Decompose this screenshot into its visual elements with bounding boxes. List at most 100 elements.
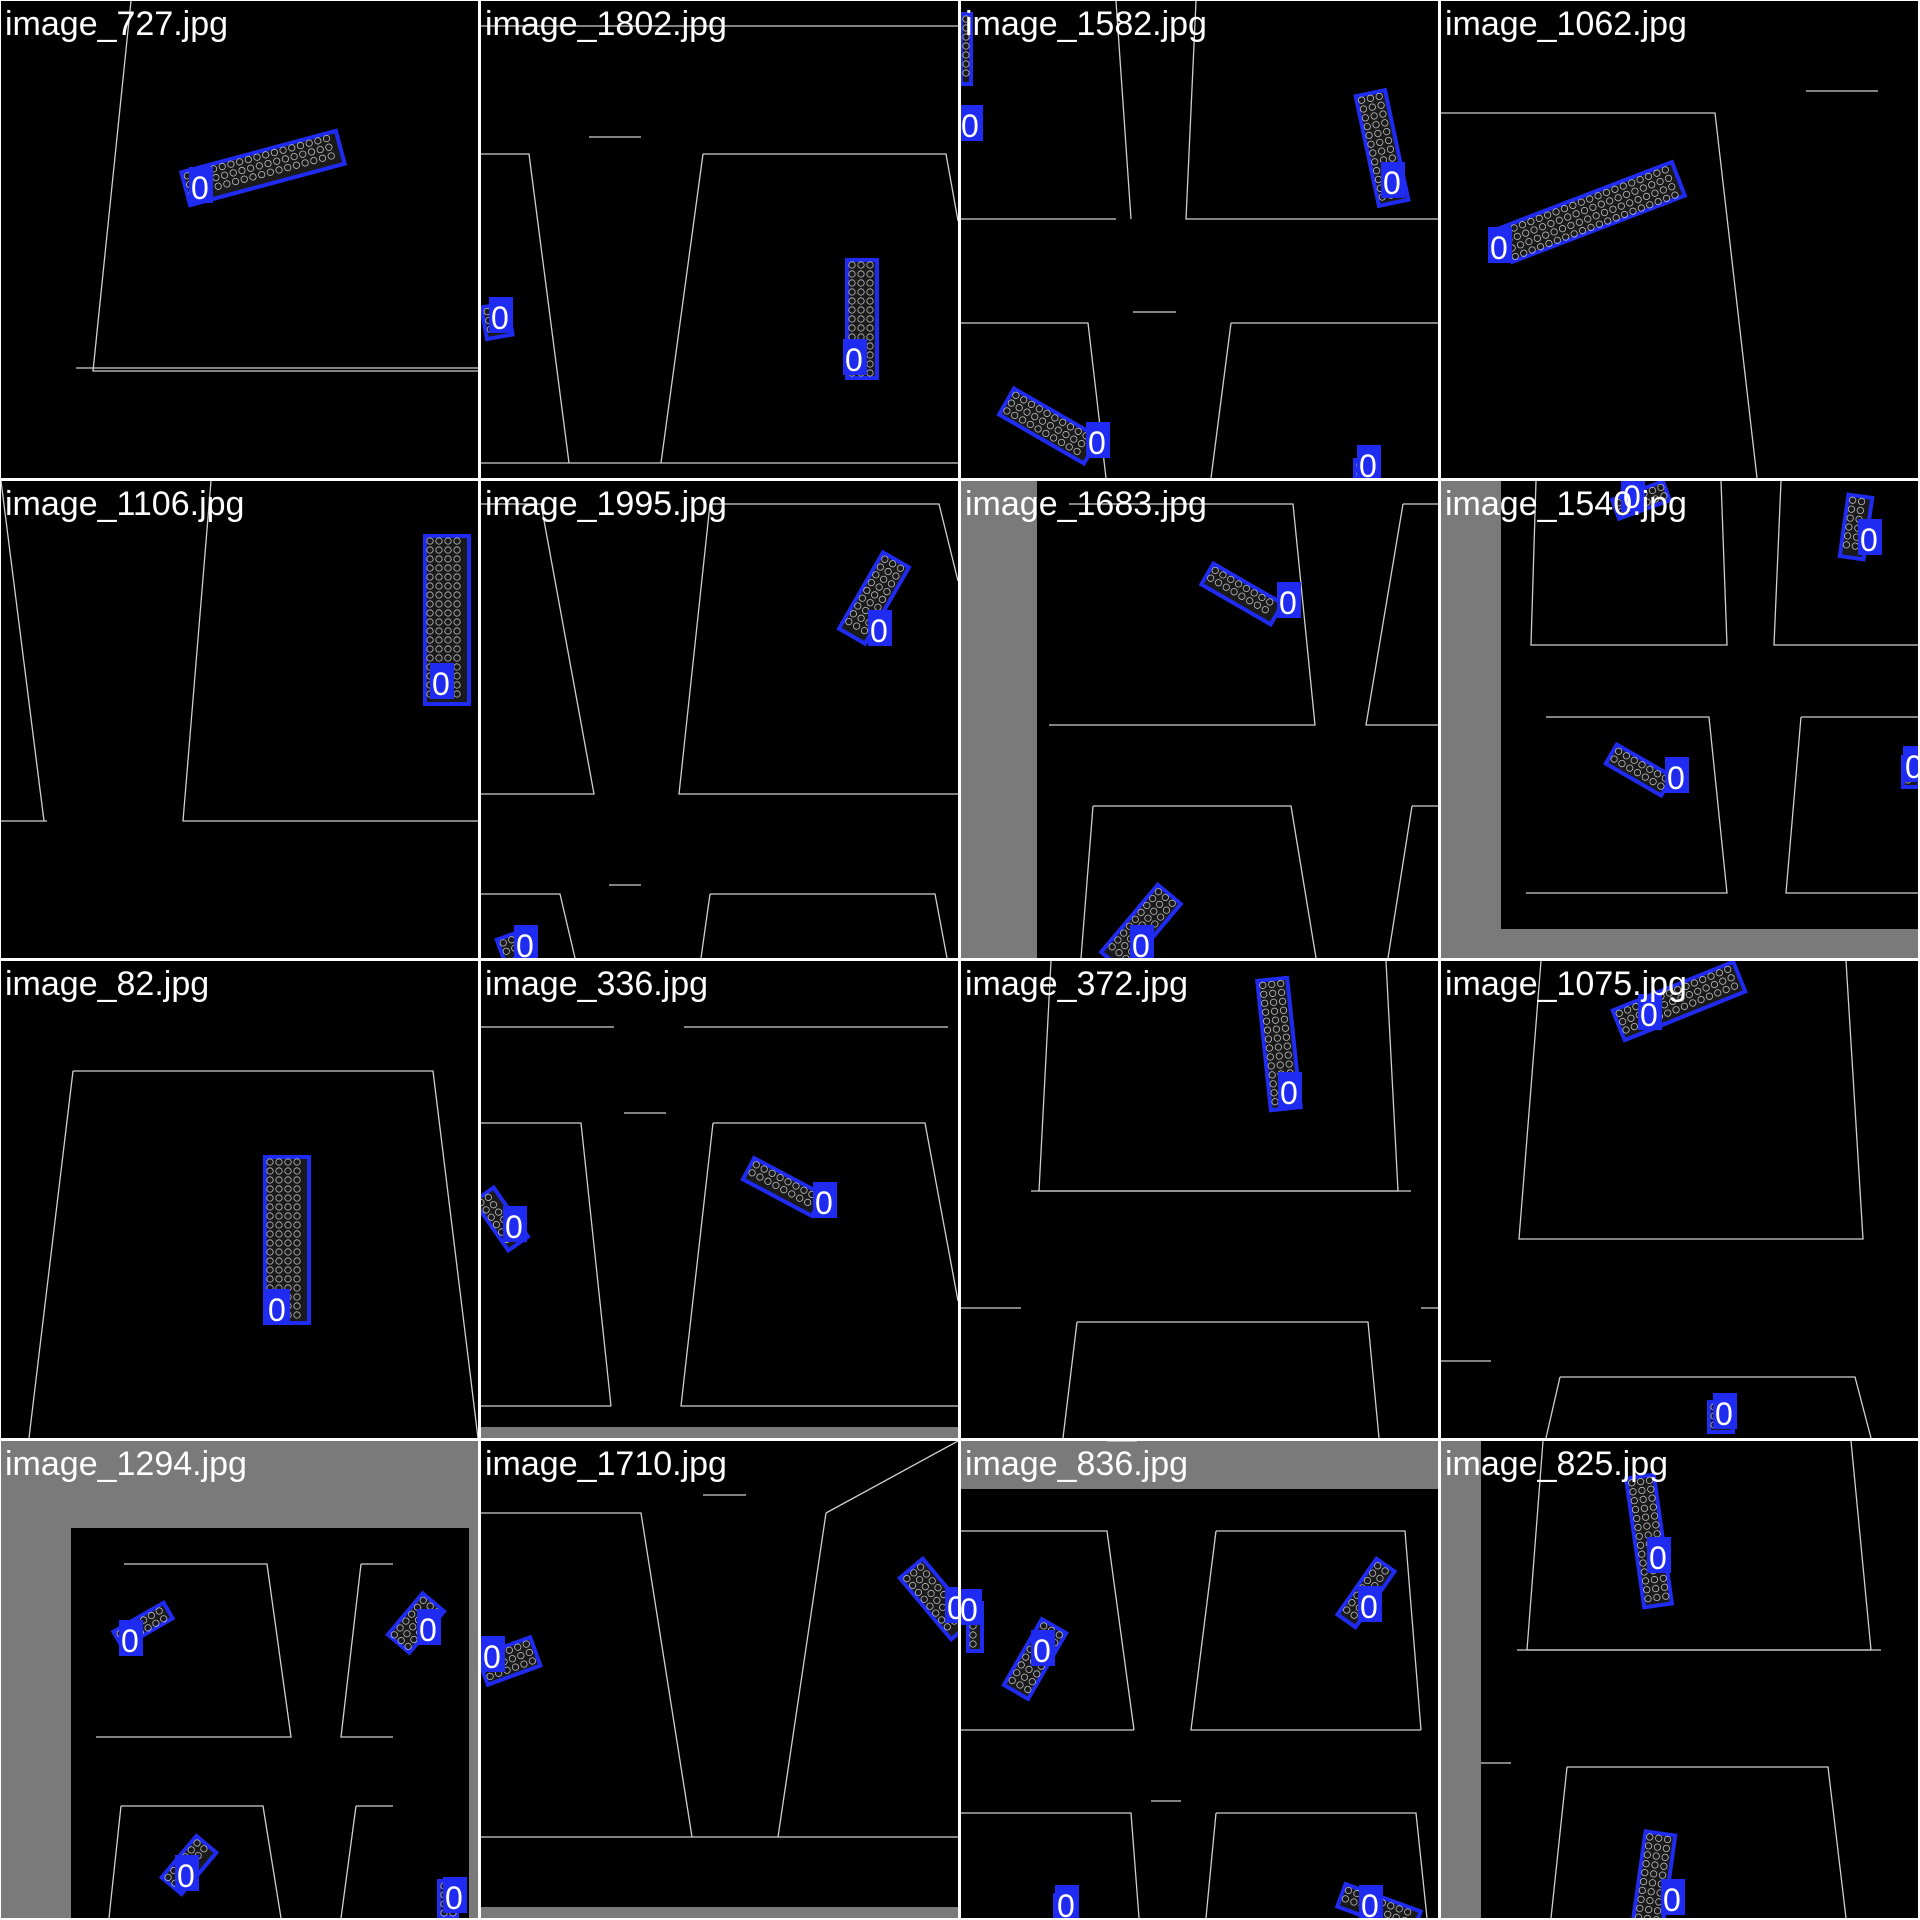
tile-scene: 00 — [481, 1026, 958, 1438]
table-edge — [1567, 1766, 1847, 1918]
detection-box — [740, 1155, 826, 1219]
tile-title: image_82.jpg — [5, 965, 210, 1003]
tile-scene: 0 — [1441, 90, 1878, 478]
tile-scene: 0 — [76, 1, 478, 372]
class-label: 0 — [119, 1620, 143, 1659]
class-label-bg — [1359, 1885, 1383, 1918]
table-edge — [713, 1122, 958, 1302]
detection-box — [1496, 159, 1688, 265]
table-edge — [481, 503, 595, 795]
table-edge — [1216, 1812, 1428, 1918]
bounding-box — [996, 385, 1102, 467]
class-label-bg — [443, 1877, 467, 1913]
table-edge — [1560, 1376, 1872, 1438]
class-label-text: 0 — [961, 108, 979, 144]
tile-6: image_1995.jpg 0 0 — [481, 481, 958, 958]
class-label: 0 — [1903, 746, 1918, 785]
class-label-bg — [481, 1636, 505, 1672]
class-label: 0 — [417, 1609, 441, 1648]
tile-7: image_1683.jpg 0 0 — [961, 481, 1438, 958]
class-label: 0 — [1858, 519, 1882, 558]
class-label: 0 — [1621, 481, 1645, 515]
gray-padding — [961, 481, 1037, 958]
class-label: 0 — [868, 610, 892, 649]
class-label: 0 — [1130, 925, 1154, 958]
tile-4: image_1062.jpg 0 — [1441, 1, 1918, 478]
class-label: 0 — [1638, 994, 1662, 1033]
class-label-bg — [1130, 925, 1154, 958]
tile-16: image_825.jpg 0 0 — [1441, 1441, 1918, 1918]
class-label-bg — [1031, 1630, 1055, 1666]
table-edge — [121, 1805, 282, 1918]
tile-scene: 00 — [481, 25, 958, 464]
tile-13: image_1294.jpg 0 0 0 0 — [1, 1441, 478, 1918]
class-label-text: 0 — [1649, 1540, 1667, 1576]
class-label-text: 0 — [483, 1639, 501, 1675]
tile-title: image_1294.jpg — [5, 1445, 247, 1483]
tile-9: image_82.jpg 0 — [1, 961, 478, 1438]
tile-11: image_372.jpg 0 — [961, 961, 1438, 1438]
class-label-text: 0 — [870, 613, 888, 649]
table-edge — [1062, 1321, 1078, 1438]
class-label-text: 0 — [1383, 165, 1401, 201]
tile-title: image_825.jpg — [1445, 1445, 1669, 1483]
gray-padding — [481, 1907, 958, 1918]
class-label: 0 — [1278, 1072, 1302, 1111]
class-label-text: 0 — [1359, 448, 1377, 478]
detection-box — [996, 385, 1102, 467]
class-label: 0 — [503, 1206, 527, 1245]
class-label-text: 0 — [1905, 749, 1918, 785]
table-edge — [700, 893, 711, 958]
class-label: 0 — [813, 1182, 837, 1221]
table-edge — [1550, 1766, 1568, 1918]
tile-3: image_1582.jpg 0 0 0 0 — [961, 1, 1438, 478]
detection-box — [178, 128, 348, 208]
class-label-bg — [1665, 757, 1689, 793]
class-label-bg — [1488, 227, 1512, 263]
class-label-text: 0 — [268, 1292, 286, 1328]
class-label-bg — [1358, 1586, 1382, 1622]
class-label-bg — [843, 339, 867, 375]
class-label-text: 0 — [1057, 1888, 1075, 1918]
class-label: 0 — [1358, 1586, 1382, 1625]
table-edge — [1077, 1321, 1380, 1438]
class-label: 0 — [1359, 1885, 1383, 1918]
detection-box — [836, 549, 912, 647]
class-label-bg — [1086, 422, 1110, 458]
bounding-box — [178, 128, 348, 208]
table-edge — [481, 1512, 693, 1838]
tile-10: image_336.jpg 0 0 — [481, 961, 958, 1438]
class-label-text: 0 — [1361, 1888, 1379, 1918]
table-edge — [703, 153, 958, 222]
tile-1: image_727.jpg 0 — [1, 1, 478, 478]
class-label: 0 — [1055, 1885, 1079, 1918]
bounding-box — [1496, 159, 1688, 265]
gray-padding — [481, 1427, 958, 1438]
class-label-bg — [1278, 1072, 1302, 1108]
tile-15: image_836.jpg 0 0 0 0 0 — [961, 1441, 1438, 1918]
table-edge — [1093, 805, 1317, 958]
class-label-bg — [1381, 162, 1405, 198]
class-label: 0 — [1665, 757, 1689, 796]
class-label-text: 0 — [1360, 1589, 1378, 1625]
class-label-text: 0 — [191, 170, 209, 206]
class-label-bg — [489, 297, 513, 333]
class-label-bg — [266, 1289, 290, 1325]
class-label-bg — [417, 1609, 441, 1645]
tile-5: image_1106.jpg 0 — [1, 481, 478, 958]
tile-scene: 0 — [961, 961, 1438, 1438]
class-label: 0 — [945, 1587, 958, 1626]
table-edge — [340, 1805, 357, 1918]
class-label: 0 — [489, 297, 513, 336]
table-edge — [1210, 322, 1232, 478]
tile-scene: 00 — [481, 503, 958, 958]
table-edge — [1216, 1530, 1422, 1731]
class-label-bg — [189, 167, 213, 203]
table-edge — [182, 481, 478, 822]
class-label-text: 0 — [121, 1623, 139, 1659]
class-label-text: 0 — [445, 1880, 463, 1916]
table-edge — [1441, 112, 1758, 478]
class-label-text: 0 — [432, 666, 450, 702]
table-edge — [1785, 716, 1918, 894]
